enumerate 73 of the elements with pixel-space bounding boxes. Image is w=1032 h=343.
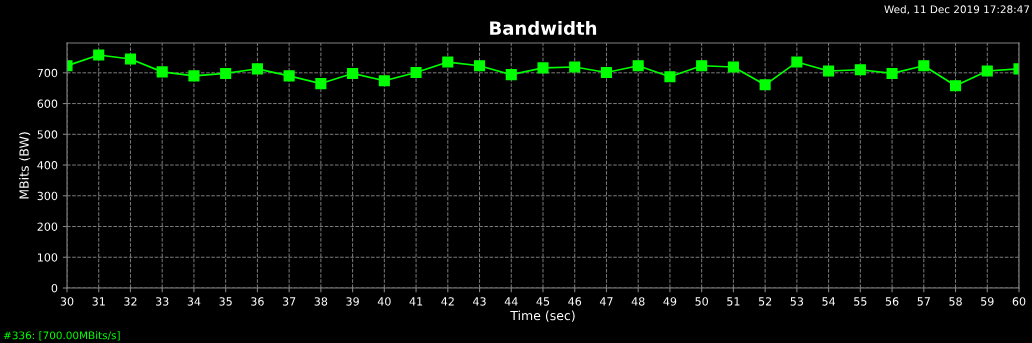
x-tick-label: 56: [885, 297, 899, 306]
y-tick-label: 0: [51, 283, 58, 293]
x-tick-label: 31: [92, 297, 105, 306]
point: [886, 67, 898, 79]
x-tick-label: 52: [758, 297, 772, 306]
x-tick-label: 57: [917, 297, 930, 306]
point: [473, 60, 486, 72]
x-tick-label: 48: [631, 297, 645, 306]
y-tick-label: 400: [37, 161, 58, 170]
y-tick-label: 200: [37, 222, 58, 231]
point: [93, 49, 105, 61]
x-tick-label: 39: [346, 297, 359, 306]
x-tick-label: 34: [187, 297, 201, 306]
x-tick-label: 59: [981, 297, 994, 306]
x-tick-label: 43: [473, 297, 486, 306]
y-tick-label: 500: [37, 130, 58, 139]
x-tick-label: 50: [695, 297, 708, 306]
x-tick-label: 42: [441, 297, 454, 306]
x-tick-label: 49: [663, 297, 677, 306]
x-tick-label: 47: [599, 297, 613, 306]
point: [791, 56, 803, 68]
point: [283, 70, 295, 82]
x-tick-label: 35: [219, 297, 232, 306]
y-tick-label: 700: [37, 68, 58, 78]
x-tick-label: 58: [949, 297, 962, 306]
y-tick-label: 300: [37, 191, 58, 201]
point: [251, 63, 263, 75]
x-tick-label: 45: [536, 297, 550, 306]
point: [854, 64, 866, 76]
point: [823, 65, 835, 77]
x-tick-label: 54: [822, 297, 836, 306]
point: [378, 75, 390, 87]
point: [410, 66, 422, 79]
point: [632, 60, 644, 72]
point: [442, 56, 454, 68]
point: [156, 66, 168, 78]
x-tick-label: 37: [282, 297, 296, 306]
point: [505, 69, 517, 81]
x-tick-label: 38: [314, 297, 328, 306]
x-tick-label: 55: [854, 297, 867, 306]
y-tick-label: 600: [37, 99, 58, 108]
point: [188, 70, 200, 82]
x-tick-label: 60: [1012, 297, 1026, 306]
x-axis-title: Time (sec): [510, 310, 575, 322]
point: [347, 67, 359, 79]
point: [696, 60, 708, 72]
x-tick-label: 32: [124, 297, 137, 306]
x-tick-label: 44: [504, 297, 518, 306]
point: [727, 61, 739, 73]
text: #336: [700.00MBits/s]: [3, 331, 120, 341]
x-tick-label: 41: [409, 297, 423, 306]
y-axis-title: MBits (BW): [19, 132, 31, 199]
x-tick-label: 51: [727, 297, 740, 306]
point: [537, 62, 549, 74]
point: [949, 80, 962, 92]
point: [315, 78, 327, 90]
point: [918, 60, 930, 72]
point: [220, 67, 232, 79]
point: [759, 79, 771, 91]
x-tick-label: 33: [155, 297, 169, 306]
point: [569, 61, 581, 73]
point: [600, 66, 613, 79]
x-tick-label: 46: [568, 297, 582, 306]
x-tick-label: 30: [60, 297, 74, 306]
point: [664, 71, 676, 83]
x-tick-label: 53: [790, 297, 804, 306]
x-tick-label: 36: [251, 297, 264, 306]
x-tick-label: 40: [377, 297, 391, 306]
point: [124, 53, 137, 65]
text: Wed, 11 Dec 2019 17:28:47: [884, 5, 1030, 15]
chart-title: Bandwidth: [490, 20, 597, 35]
y-tick-label: 100: [37, 253, 58, 262]
point: [981, 65, 993, 77]
